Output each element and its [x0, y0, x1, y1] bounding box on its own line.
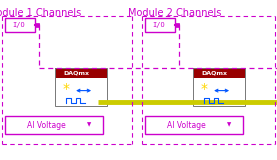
Text: I/O: I/O [12, 22, 25, 28]
Text: AI Voltage: AI Voltage [27, 120, 66, 129]
Bar [35, 23, 39, 27]
Bar [55, 78, 107, 106]
Bar [5, 18, 35, 32]
Bar [55, 68, 107, 78]
Bar [5, 116, 103, 134]
Bar [193, 78, 245, 106]
Text: ▼: ▼ [227, 123, 231, 128]
Bar [145, 18, 175, 32]
Text: AI Voltage: AI Voltage [167, 120, 206, 129]
Text: DAQmx: DAQmx [64, 71, 90, 76]
Bar [193, 68, 245, 78]
Text: Module 2 Channels: Module 2 Channels [128, 8, 222, 18]
Text: ▼: ▼ [87, 123, 91, 128]
Bar [55, 68, 107, 106]
Bar [193, 68, 245, 106]
Bar [175, 23, 179, 27]
Text: *: * [63, 82, 70, 96]
Text: DAQmx: DAQmx [202, 71, 228, 76]
Text: I/O: I/O [152, 22, 165, 28]
Text: Module 1 Channels: Module 1 Channels [0, 8, 82, 18]
Text: *: * [201, 82, 208, 96]
Bar [145, 116, 243, 134]
